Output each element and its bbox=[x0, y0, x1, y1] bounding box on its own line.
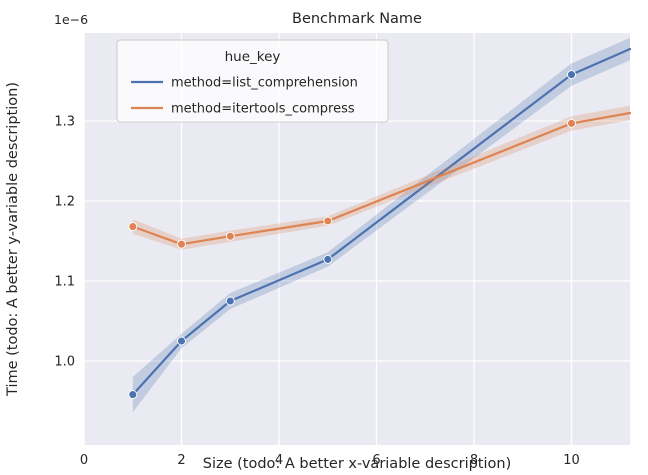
marker-itertools-compress bbox=[567, 118, 576, 128]
marker-itertools-compress bbox=[128, 222, 138, 232]
confidence-band-itertools-compress bbox=[132, 105, 631, 250]
y-tick-label: 1.2 bbox=[54, 195, 75, 210]
x-tick-label: 4 bbox=[275, 453, 283, 468]
marker-itertools-compress bbox=[323, 216, 333, 226]
chart-title: Benchmark Name bbox=[292, 11, 422, 27]
y-tick-label: 1.1 bbox=[54, 275, 75, 290]
series-itertools-compress bbox=[128, 105, 632, 250]
legend-title: hue_key bbox=[225, 49, 281, 65]
x-axis-label: Size (todo: A better x-variable descript… bbox=[203, 456, 511, 472]
y-axis-label: Time (todo: A better y-variable descript… bbox=[5, 82, 21, 397]
y-tick-label: 1.3 bbox=[54, 115, 75, 130]
x-tick-label: 8 bbox=[470, 453, 478, 468]
marker-itertools-compress bbox=[225, 231, 235, 241]
legend-box bbox=[116, 39, 389, 123]
x-tick-label: 2 bbox=[177, 453, 185, 468]
confidence-band-list-comprehension bbox=[132, 37, 631, 413]
series-list-comprehension bbox=[128, 37, 632, 413]
marker-list-comprehension bbox=[567, 70, 576, 80]
line-list-comprehension bbox=[131, 47, 632, 396]
line-itertools-compress bbox=[131, 111, 632, 246]
marker-list-comprehension bbox=[128, 390, 138, 400]
y-axis-offset-label: 1e−6 bbox=[54, 12, 88, 27]
marker-list-comprehension bbox=[177, 336, 186, 346]
marker-itertools-compress bbox=[177, 239, 186, 249]
x-tick-label: 10 bbox=[563, 453, 580, 468]
legend-label-itertools-compress: method=itertools_compress bbox=[171, 102, 355, 117]
x-tick-label: 6 bbox=[372, 453, 380, 468]
marker-list-comprehension bbox=[225, 296, 235, 306]
marker-list-comprehension bbox=[323, 254, 333, 264]
legend: hue_key method=list_comprehension method=i… bbox=[116, 39, 389, 123]
y-tick-label: 1.0 bbox=[54, 355, 75, 370]
legend-label-list-comprehension: method=list_comprehension bbox=[171, 76, 358, 91]
x-tick-label: 0 bbox=[80, 453, 88, 468]
